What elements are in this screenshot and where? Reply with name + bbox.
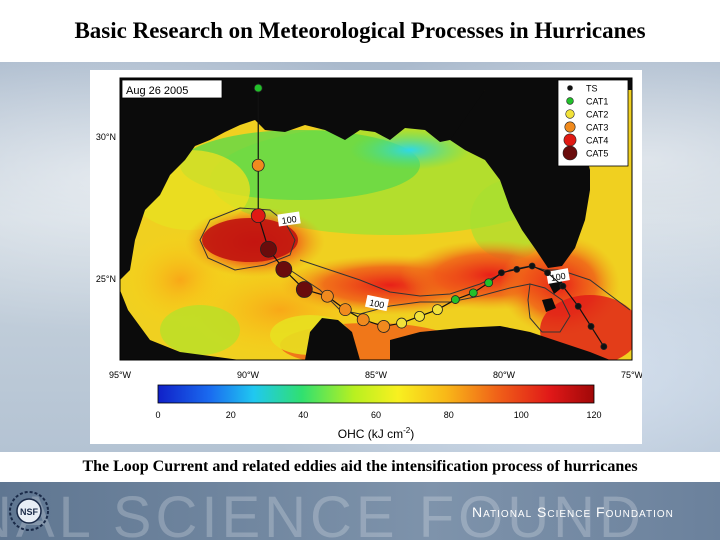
legend-swatch-ts bbox=[567, 85, 573, 91]
footer-watermark: NAL SCIENCE FOUND bbox=[0, 485, 645, 540]
land-mexico bbox=[120, 290, 240, 360]
nsf-logo-icon: NSF bbox=[9, 491, 49, 531]
contour-loop-current bbox=[299, 259, 631, 311]
legend-label-cat1: CAT1 bbox=[586, 97, 608, 107]
slide-title: Basic Research on Meteorological Process… bbox=[74, 18, 646, 43]
colorbar-tick: 60 bbox=[371, 410, 381, 420]
lon-label-90w: 90°W bbox=[237, 370, 260, 380]
legend-swatch-cat1 bbox=[566, 97, 574, 105]
legend-label-cat2: CAT2 bbox=[586, 110, 608, 120]
land-bahamas-2 bbox=[542, 298, 556, 312]
figure-caption: The Loop Current and related eddies aid … bbox=[0, 452, 720, 482]
track-point-ts bbox=[600, 343, 608, 350]
footer-org-name: National Science Foundation bbox=[472, 504, 674, 520]
track-point-cat2 bbox=[414, 310, 425, 322]
contour-bahamas bbox=[527, 283, 571, 333]
track-point-cat2 bbox=[396, 317, 408, 329]
colorbar-tick: 80 bbox=[444, 410, 454, 420]
lat-label-30n: 30°N bbox=[96, 132, 116, 142]
colorbar-label-text: OHC (kJ cm bbox=[338, 427, 403, 441]
lon-label-75w: 75°W bbox=[621, 370, 642, 380]
legend-swatch-cat5 bbox=[562, 145, 578, 161]
legend-swatch-cat4 bbox=[563, 133, 577, 147]
track-point-cat3 bbox=[251, 158, 265, 172]
contour-label: 100 bbox=[368, 298, 385, 311]
land-cuba bbox=[390, 326, 610, 360]
contour-labels: 100 100 100 bbox=[277, 211, 570, 312]
track-point-cat4 bbox=[250, 208, 266, 224]
legend: TS CAT1 CAT2 CAT3 CAT4 CAT5 bbox=[557, 79, 629, 167]
track-point-cat1 bbox=[450, 295, 460, 304]
hurricane-track bbox=[250, 83, 608, 350]
colorbar-ticks: 0 20 40 60 80 100 120 bbox=[155, 410, 601, 420]
nsf-footer: NAL SCIENCE FOUND NSF National Science F… bbox=[0, 482, 720, 540]
contour-label: 100 bbox=[550, 271, 567, 283]
colorbar-tick: 0 bbox=[155, 410, 160, 420]
track-point-ts bbox=[559, 282, 567, 290]
lon-label-85w: 85°W bbox=[365, 370, 388, 380]
colorbar-label-end: ) bbox=[410, 427, 414, 441]
track-point-cat3 bbox=[377, 320, 391, 333]
track-point-cat3 bbox=[356, 313, 370, 327]
track-point-cat3 bbox=[320, 289, 334, 303]
track-point-cat5 bbox=[295, 281, 313, 298]
land-florida bbox=[450, 90, 590, 268]
track-point-cat5 bbox=[275, 260, 293, 278]
colorbar-tick: 40 bbox=[298, 410, 308, 420]
lat-label-25n: 25°N bbox=[96, 274, 116, 284]
lon-label-95w: 95°W bbox=[109, 370, 132, 380]
colorbar-label: OHC (kJ cm-2) bbox=[338, 426, 414, 441]
track-point-ts bbox=[498, 269, 505, 277]
track-point-cat5 bbox=[260, 240, 277, 258]
colorbar-tick: 120 bbox=[586, 410, 601, 420]
track-point-ts bbox=[587, 323, 595, 330]
track-point-cat2 bbox=[432, 304, 443, 316]
legend-swatch-cat3 bbox=[564, 121, 576, 133]
colorbar-tick: 20 bbox=[226, 410, 236, 420]
track-point-ts bbox=[574, 302, 582, 310]
colorbar-tick: 100 bbox=[514, 410, 529, 420]
track-point-cat3 bbox=[338, 303, 352, 317]
colorbar bbox=[157, 384, 595, 404]
legend-label-ts: TS bbox=[586, 84, 598, 94]
track-point-cat1 bbox=[484, 278, 494, 288]
track-point-ts bbox=[513, 265, 521, 273]
legend-swatch-cat2 bbox=[565, 109, 575, 119]
track-point-ts bbox=[528, 262, 536, 270]
contour-label: 100 bbox=[281, 214, 297, 226]
date-label-box bbox=[121, 79, 223, 99]
lon-label-80w: 80°W bbox=[493, 370, 516, 380]
colorbar-label-sup: -2 bbox=[403, 426, 411, 435]
map-frame bbox=[119, 77, 633, 361]
legend-label-cat3: CAT3 bbox=[586, 123, 608, 133]
ohc-map-figure: 100 100 100 Aug 26 2005 TS CAT1 CAT2 CAT3 CA… bbox=[90, 70, 644, 444]
track-point-ts bbox=[544, 269, 551, 277]
track-point-cat1 bbox=[253, 83, 263, 93]
nsf-logo-text: NSF bbox=[20, 507, 39, 517]
date-label: Aug 26 2005 bbox=[126, 85, 188, 97]
legend-label-cat4: CAT4 bbox=[586, 136, 608, 146]
ohc-map-svg: 100 100 100 Aug 26 2005 TS CAT1 CAT2 CAT3 CA… bbox=[96, 77, 644, 441]
land-yucatan bbox=[305, 318, 360, 360]
track-point-cat1 bbox=[468, 288, 478, 298]
legend-label-cat5: CAT5 bbox=[586, 149, 608, 159]
